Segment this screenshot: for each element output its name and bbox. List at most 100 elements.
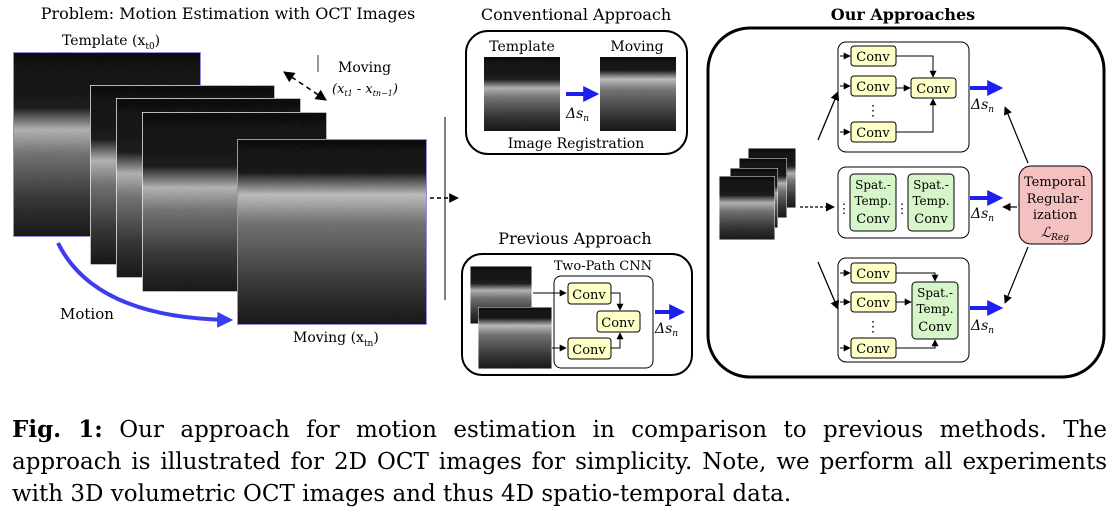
bottom-spat xyxy=(911,281,959,340)
conventional-title: Conventional Approach xyxy=(481,5,671,24)
reg-arrow-bottom xyxy=(1003,246,1029,304)
mid-dots-1: ⋮ xyxy=(838,202,851,217)
reg-loss-symbol: ℒ xyxy=(1041,225,1052,241)
prev-conv-merge xyxy=(596,310,641,333)
ours-arrow-bottom xyxy=(817,261,839,310)
bottom-link-1 xyxy=(896,272,939,282)
caption-text: Our approach for motion estimation in co… xyxy=(12,417,1107,507)
mid-spat-2-l3: Conv xyxy=(914,212,948,227)
mid-spat-2-l1: Spat.- xyxy=(913,178,949,192)
top-delta-sub: n xyxy=(988,105,994,115)
moving-bottom-sub: tn xyxy=(364,339,374,349)
reg-loss: ℒReg xyxy=(1041,225,1069,243)
mid-spat-1 xyxy=(849,173,897,232)
template-label-close: ) xyxy=(155,33,160,49)
ours-input-4 xyxy=(718,175,776,241)
prev-delta-text: Δs xyxy=(654,321,672,337)
prev-arrow-merge-bottom xyxy=(611,332,624,349)
conventional-box xyxy=(465,30,688,155)
ours-box xyxy=(706,26,1106,379)
top-branch-box xyxy=(837,41,970,153)
moving-bottom-label: Moving (xtn) xyxy=(293,330,379,349)
prev-conv-bottom-label: Conv xyxy=(572,343,606,358)
two-path-cnn-box xyxy=(553,275,654,369)
conv-footer: Image Registration xyxy=(508,136,645,152)
moving-range-arrow xyxy=(283,71,327,101)
bottom-dots: ⋮ xyxy=(866,319,880,335)
reg-label-1: Temporal xyxy=(1024,175,1086,190)
conv-moving-label: Moving xyxy=(610,39,663,55)
template-label-sub: t0 xyxy=(145,42,155,52)
previous-title: Previous Approach xyxy=(498,229,651,248)
conv-moving-image xyxy=(600,57,676,131)
mid-delta-text: Δs xyxy=(970,206,988,222)
conv-delta-sub: n xyxy=(583,114,589,124)
caption-fig-label: Fig. 1: xyxy=(12,416,103,443)
bottom-spat-l2: Temp. xyxy=(916,302,953,316)
two-path-label: Two-Path CNN xyxy=(554,259,652,274)
prev-image-2 xyxy=(477,306,553,370)
top-conv-merge-label: Conv xyxy=(916,82,950,97)
moving-top-label: Moving xyxy=(338,60,391,76)
reg-label-3: ization xyxy=(1033,208,1078,223)
bottom-conv-3-label: Conv xyxy=(856,342,890,357)
mid-spat-1-l2: Temp. xyxy=(854,194,891,208)
top-delta-text: Δs xyxy=(970,97,988,113)
mid-spat-2 xyxy=(907,173,955,232)
mid-dots-2: ⋮ xyxy=(896,202,909,217)
motion-label: Motion xyxy=(60,305,114,323)
figure-caption: Fig. 1: Our approach for motion estimati… xyxy=(12,414,1107,510)
conv-template-label: Template xyxy=(489,39,555,55)
previous-box xyxy=(461,253,693,376)
template-label: Template (xt0) xyxy=(62,33,160,52)
mid-spat-1-l1: Spat.- xyxy=(855,178,891,192)
temporal-regularization-box xyxy=(1018,165,1093,245)
bottom-delta-sub: n xyxy=(988,326,994,336)
prev-delta-label: Δsn xyxy=(654,321,678,339)
ours-title: Our Approaches xyxy=(831,5,975,24)
conv-delta-text: Δs xyxy=(565,106,583,122)
conv-delta-label: Δsn xyxy=(565,106,589,124)
prev-arrow-merge-top xyxy=(611,292,624,311)
mid-delta-sub: n xyxy=(988,214,994,224)
figure-diagram: Problem: Motion Estimation with OCT Imag… xyxy=(12,4,1106,379)
bottom-conv-2-label: Conv xyxy=(856,296,890,311)
reg-arrow-top xyxy=(1003,106,1029,164)
top-link-1 xyxy=(896,55,937,78)
top-conv-1-label: Conv xyxy=(856,50,890,65)
mid-spat-2-l2: Temp. xyxy=(912,194,949,208)
top-conv-merge xyxy=(910,77,957,99)
bottom-conv-1-label: Conv xyxy=(856,267,890,282)
top-dots: ⋮ xyxy=(866,103,880,119)
prev-delta-sub: n xyxy=(672,329,678,339)
bottom-delta-label: Δsn xyxy=(970,318,994,336)
prev-conv-top-label: Conv xyxy=(572,288,606,303)
ours-input-stack xyxy=(718,147,797,241)
ours-arrow-top xyxy=(817,91,840,141)
oct-frame-moving xyxy=(236,138,428,326)
mid-spat-1-l3: Conv xyxy=(856,212,890,227)
bottom-spat-l3: Conv xyxy=(918,320,952,335)
reg-label-2: Regular- xyxy=(1027,192,1084,207)
moving-range-label: (xt1 - xtn−1) xyxy=(332,82,398,98)
moving-bottom-text: Moving (x xyxy=(293,330,364,346)
bottom-spat-l1: Spat.- xyxy=(917,286,953,300)
top-delta-label: Δsn xyxy=(970,97,994,115)
reg-loss-sub: Reg xyxy=(1050,233,1069,243)
motion-arrow xyxy=(56,242,234,328)
top-conv-2 xyxy=(850,75,897,97)
prev-conv-merge-label: Conv xyxy=(601,316,635,331)
top-conv-3-label: Conv xyxy=(856,126,890,141)
top-link-3 xyxy=(896,98,937,133)
bottom-link-3 xyxy=(896,339,939,349)
moving-bottom-close: ) xyxy=(373,330,378,346)
problem-title: Problem: Motion Estimation with OCT Imag… xyxy=(41,4,416,23)
mid-branch-box xyxy=(837,166,970,239)
oct-frame-stack xyxy=(12,51,428,326)
mid-delta-label: Δsn xyxy=(970,206,994,224)
conv-template-image xyxy=(484,57,560,131)
bottom-delta-text: Δs xyxy=(970,318,988,334)
bottom-branch-box xyxy=(837,257,970,363)
top-conv-2-label: Conv xyxy=(856,80,890,95)
template-label-text: Template (x xyxy=(62,33,145,49)
